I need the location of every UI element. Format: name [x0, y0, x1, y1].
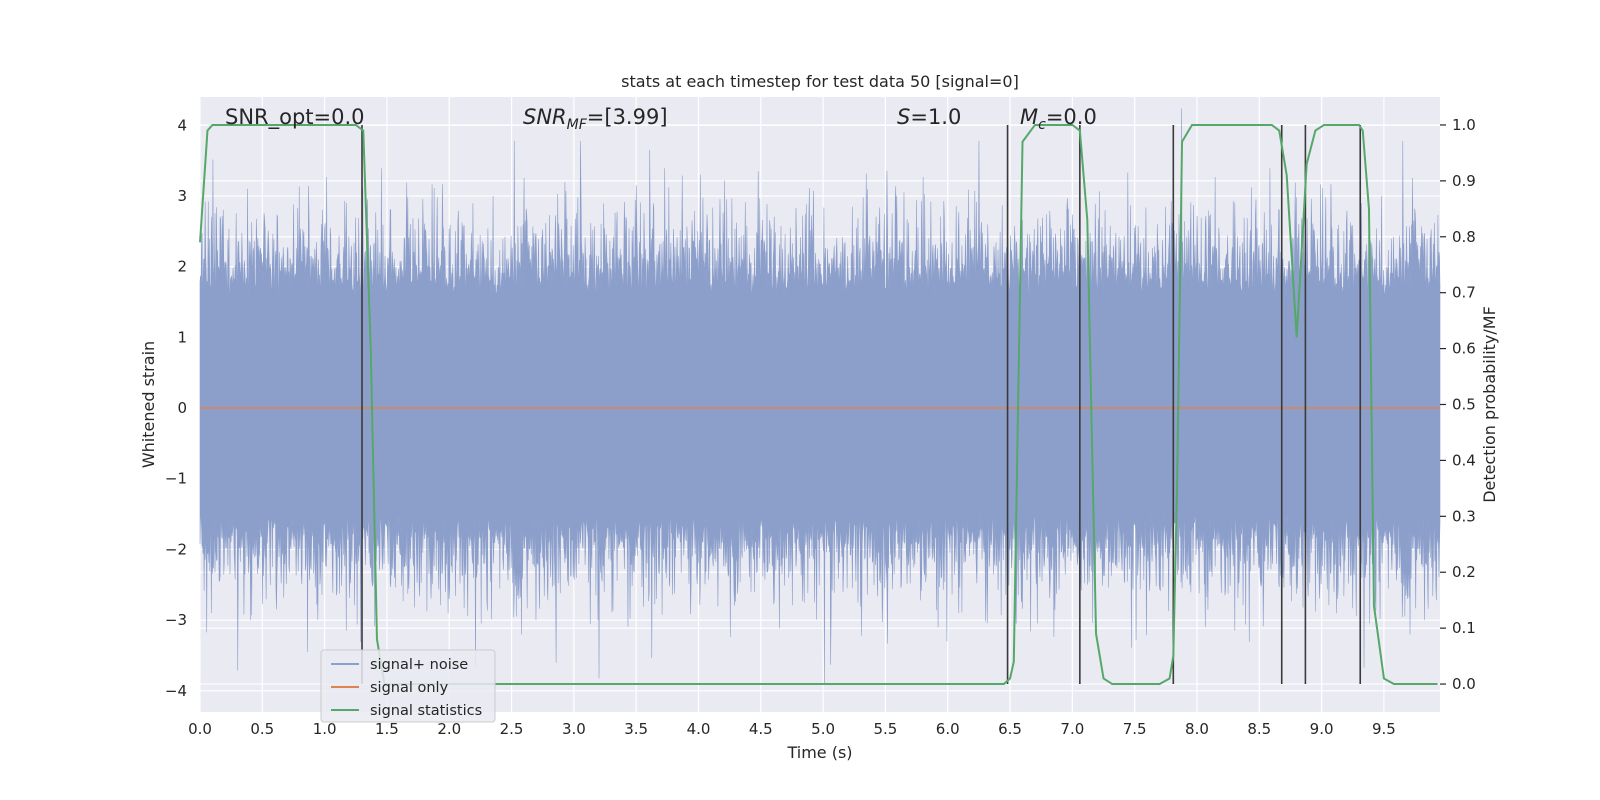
y-tick-label: 1: [177, 328, 187, 346]
x-tick-label: 3.5: [624, 720, 648, 738]
y-right-tick-labels: 1.0 0.9 0.8 0.7 0.6 0.5 0.4 0.3 0.2 0.1 0.0: [1440, 116, 1476, 693]
x-tick-label: 9.0: [1310, 720, 1334, 738]
x-tick-label: 1.0: [313, 720, 337, 738]
y-right-tick-label: 0.9: [1452, 172, 1476, 190]
legend-box: [320, 649, 496, 723]
s-value: =1.0: [910, 105, 961, 129]
y-tick-label: −3: [165, 611, 187, 629]
mc-value: =0.0: [1046, 105, 1097, 129]
x-tick-label: 5.0: [811, 720, 835, 738]
mc-annotation: Mc=0.0: [1020, 105, 1097, 133]
s-name: S: [897, 105, 910, 129]
y-right-tick-label: 0.1: [1452, 619, 1476, 637]
y-right-axis-label: Detection probability/MF: [1480, 306, 1499, 503]
x-tick-label: 8.0: [1185, 720, 1209, 738]
x-tick-label: 6.0: [936, 720, 960, 738]
x-tick-label: 3.0: [562, 720, 586, 738]
y-right-tick-label: 0.0: [1452, 675, 1476, 693]
snr-mf-name: SNR: [523, 105, 567, 129]
y-tick-label: −2: [165, 540, 187, 558]
y-tick-label: 0: [177, 399, 187, 417]
y-tick-labels: 4 3 2 1 0 −1 −2 −3 −4: [165, 116, 187, 700]
x-tick-label: 9.5: [1372, 720, 1396, 738]
legend-label-signal-noise: signal+ noise: [370, 657, 468, 673]
legend-label-signal-only: signal only: [370, 680, 449, 696]
signal-noise-series: [199, 108, 1441, 684]
x-tick-label: 2.0: [437, 720, 461, 738]
snr-mf-annotation: SNRMF=[3.99]: [523, 105, 668, 133]
signal-noise-envelope: [199, 108, 1441, 684]
mc-subscript: c: [1038, 117, 1046, 133]
snr-opt-annotation: SNR_opt=0.0: [225, 105, 365, 130]
vertical-marker-lines: [361, 124, 1362, 685]
x-tick-label: 0.5: [250, 720, 274, 738]
x-tick-label: 4.0: [687, 720, 711, 738]
chart-title: stats at each timestep for test data 50 …: [621, 72, 1019, 91]
y-right-tick-label: 0.4: [1452, 451, 1476, 469]
y-right-tick-label: 0.5: [1452, 396, 1476, 414]
y-right-tick-label: 0.3: [1452, 507, 1476, 525]
x-axis-label: Time (s): [786, 743, 852, 762]
y-right-tick-label: 0.6: [1452, 340, 1476, 358]
y-right-tick-label: 0.7: [1452, 284, 1476, 302]
x-tick-label: 0.0: [188, 720, 212, 738]
x-tick-label: 5.5: [873, 720, 897, 738]
y-tick-label: 4: [177, 116, 187, 134]
y-tick-label: 2: [177, 258, 187, 276]
signal-statistics-series: [199, 123, 1438, 686]
y-right-tick-label: 1.0: [1452, 116, 1476, 134]
legend: signal+ noise signal only signal statist…: [320, 649, 496, 723]
x-tick-label: 4.5: [749, 720, 773, 738]
x-tick-label: 7.5: [1123, 720, 1147, 738]
mc-name: M: [1020, 105, 1038, 129]
x-tick-label: 1.5: [375, 720, 399, 738]
y-tick-label: −4: [165, 682, 187, 700]
x-tick-labels: 0.0 0.5 1.0 1.5 2.0 2.5 3.0 3.5 4.0 4.5 5.0 5.5 6.0 6…: [188, 720, 1396, 738]
y-tick-label: 3: [177, 187, 187, 205]
x-tick-label: 6.5: [998, 720, 1022, 738]
y-tick-label: −1: [165, 470, 187, 488]
x-tick-label: 2.5: [500, 720, 524, 738]
snr-mf-value: =[3.99]: [587, 105, 668, 129]
x-tick-label: 7.0: [1060, 720, 1084, 738]
y-right-tick-label: 0.8: [1452, 228, 1476, 246]
y-axis-label: Whitened strain: [139, 341, 158, 468]
y-right-tick-label: 0.2: [1452, 563, 1476, 581]
snr-mf-subscript: MF: [567, 117, 588, 133]
s-annotation: S=1.0: [897, 105, 961, 129]
legend-label-signal-statistics: signal statistics: [370, 703, 482, 719]
x-tick-label: 8.5: [1247, 720, 1271, 738]
